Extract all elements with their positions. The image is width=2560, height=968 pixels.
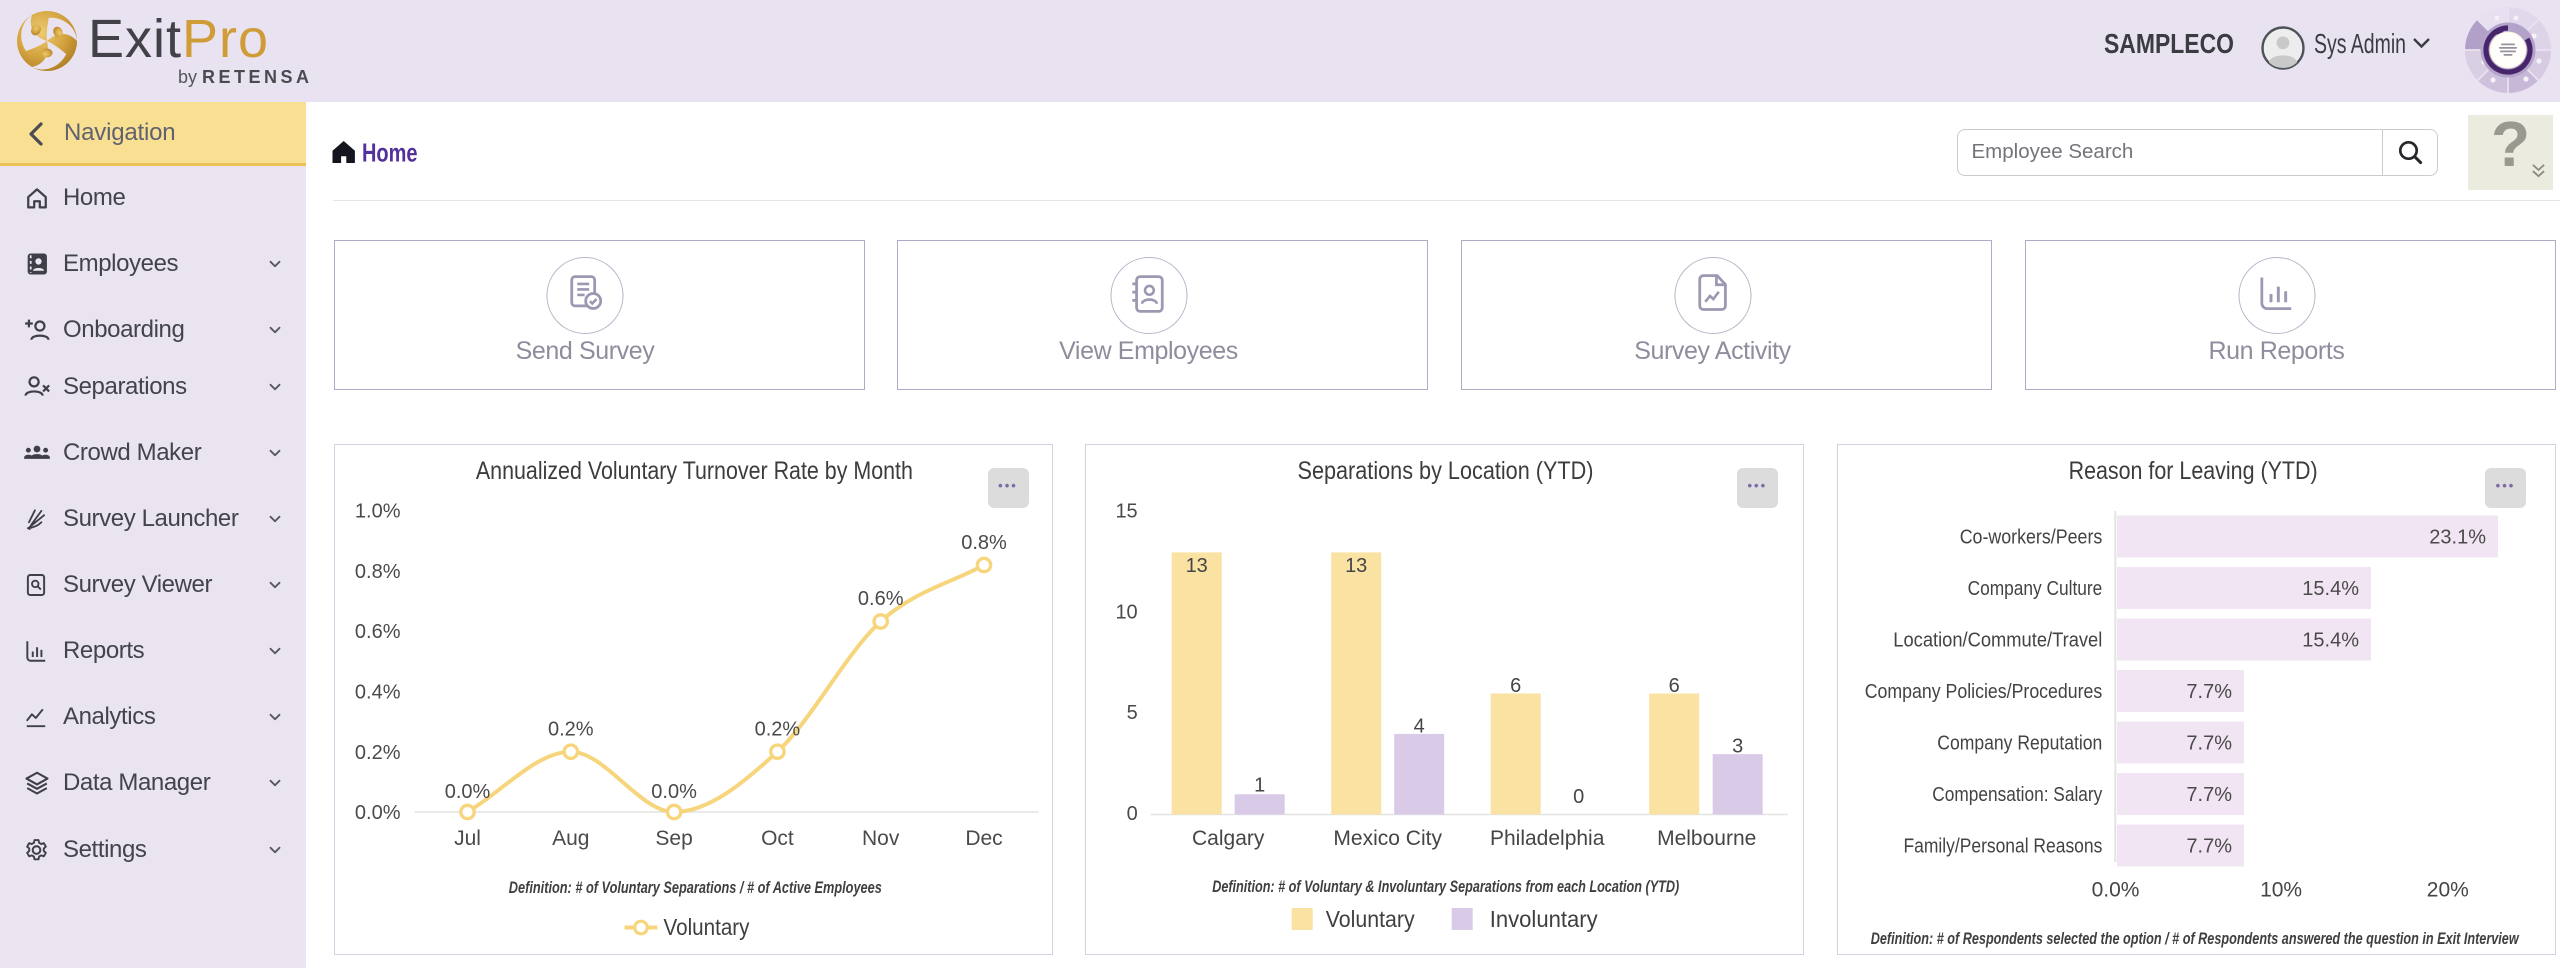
svg-text:SAMPLECO: SAMPLECO — [2104, 28, 2234, 59]
svg-text:Jul: Jul — [454, 827, 481, 850]
svg-text:Sys Admin: Sys Admin — [2314, 28, 2406, 59]
svg-text:0.0%: 0.0% — [2092, 879, 2140, 902]
svg-text:1: 1 — [1254, 775, 1265, 797]
svg-text:5: 5 — [1127, 702, 1138, 724]
svg-text:Company Policies/Procedures: Company Policies/Procedures — [1865, 681, 2103, 703]
svg-text:0.2%: 0.2% — [354, 742, 400, 764]
svg-text:Definition: # of Voluntary & I: Definition: # of Voluntary & Involuntary… — [1212, 877, 1679, 896]
svg-text:0.8%: 0.8% — [961, 532, 1007, 554]
svg-text:0.2%: 0.2% — [754, 719, 800, 741]
svg-text:Separations by Location (YTD): Separations by Location (YTD) — [1298, 457, 1594, 485]
svg-text:0.4%: 0.4% — [354, 682, 400, 704]
svg-text:Philadelphia: Philadelphia — [1490, 827, 1605, 850]
svg-text:Home: Home — [362, 138, 418, 168]
svg-text:13: 13 — [1186, 555, 1208, 577]
svg-text:15.4%: 15.4% — [2302, 578, 2359, 600]
svg-text:Nov: Nov — [862, 827, 900, 850]
svg-text:7.7%: 7.7% — [2187, 681, 2233, 703]
svg-text:10: 10 — [1116, 601, 1138, 623]
svg-text:Definition: # of Respondents s: Definition: # of Respondents selected th… — [1871, 930, 2520, 948]
svg-text:Annualized Voluntary Turnover: Annualized Voluntary Turnover Rate by Mo… — [475, 457, 912, 485]
svg-text:0.0%: 0.0% — [444, 781, 490, 803]
svg-text:13: 13 — [1345, 555, 1367, 577]
svg-text:0.2%: 0.2% — [548, 719, 594, 741]
svg-text:Compensation: Salary: Compensation: Salary — [1932, 784, 2102, 806]
svg-text:6: 6 — [1669, 675, 1680, 697]
svg-text:0.6%: 0.6% — [857, 588, 903, 610]
svg-text:7.7%: 7.7% — [2187, 836, 2233, 858]
svg-text:0.0%: 0.0% — [651, 781, 697, 803]
svg-text:Company Culture: Company Culture — [1968, 578, 2103, 600]
svg-text:Melbourne: Melbourne — [1657, 827, 1756, 850]
svg-text:Voluntary: Voluntary — [663, 914, 749, 940]
svg-text:0.6%: 0.6% — [354, 621, 400, 643]
svg-text:4: 4 — [1414, 716, 1425, 738]
svg-text:0.0%: 0.0% — [354, 802, 400, 824]
svg-text:Company Reputation: Company Reputation — [1937, 733, 2102, 755]
svg-text:Sep: Sep — [655, 827, 692, 850]
svg-text:0.8%: 0.8% — [354, 561, 400, 583]
svg-text:Reason for Leaving (YTD): Reason for Leaving (YTD) — [2069, 457, 2318, 485]
svg-text:6: 6 — [1510, 675, 1521, 697]
svg-text:Dec: Dec — [965, 827, 1002, 850]
svg-text:Involuntary: Involuntary — [1490, 906, 1598, 932]
svg-text:Definition: # of Voluntary Sep: Definition: # of Voluntary Separations /… — [508, 878, 881, 897]
svg-text:7.7%: 7.7% — [2187, 784, 2233, 806]
svg-text:Voluntary: Voluntary — [1326, 906, 1415, 932]
svg-text:15: 15 — [1116, 501, 1138, 523]
svg-text:1.0%: 1.0% — [354, 501, 400, 523]
svg-text:0: 0 — [1573, 786, 1584, 808]
svg-text:15.4%: 15.4% — [2302, 630, 2359, 652]
svg-text:7.7%: 7.7% — [2187, 733, 2233, 755]
svg-text:20%: 20% — [2427, 879, 2469, 902]
svg-text:Calgary: Calgary — [1192, 827, 1265, 850]
svg-text:Aug: Aug — [552, 827, 589, 850]
svg-text:10%: 10% — [2260, 879, 2302, 902]
svg-text:23.1%: 23.1% — [2429, 527, 2486, 549]
svg-text:Oct: Oct — [761, 827, 794, 850]
svg-text:Co-workers/Peers: Co-workers/Peers — [1960, 527, 2103, 549]
svg-text:3: 3 — [1732, 736, 1743, 758]
svg-text:Mexico City: Mexico City — [1334, 827, 1443, 850]
svg-text:Family/Personal Reasons: Family/Personal Reasons — [1904, 836, 2103, 858]
svg-text:0: 0 — [1127, 803, 1138, 825]
svg-text:Location/Commute/Travel: Location/Commute/Travel — [1893, 630, 2102, 652]
